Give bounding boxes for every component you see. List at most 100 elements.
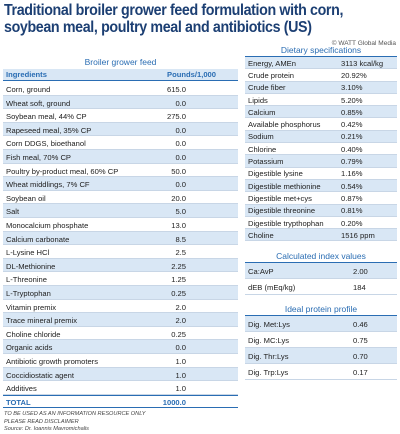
amount: 2.0 bbox=[175, 316, 186, 326]
amount: 50.0 bbox=[171, 166, 186, 176]
ingredient: Trace mineral premix bbox=[6, 316, 78, 326]
footnote: TO BE USED AS AN INFORMATION RESOURCE ON… bbox=[4, 411, 146, 417]
ingredient: Fish meal, 70% CP bbox=[6, 153, 71, 162]
label: Available phosphorus bbox=[248, 120, 321, 130]
table-row bbox=[3, 299, 238, 314]
table-row bbox=[3, 109, 238, 123]
header-row bbox=[3, 69, 238, 81]
section-title: Dietary specifications bbox=[280, 45, 362, 55]
value: 2.00 bbox=[353, 266, 368, 276]
rule bbox=[245, 315, 397, 316]
table-row bbox=[245, 348, 397, 364]
amount: 0.0 bbox=[175, 125, 186, 135]
section-title: Ideal protein profile bbox=[284, 304, 358, 314]
table-row bbox=[3, 122, 238, 137]
value: 0.40% bbox=[341, 144, 363, 154]
amount: 0.0 bbox=[175, 343, 186, 353]
table-row bbox=[245, 192, 397, 205]
section-title: Broiler grower feed bbox=[84, 57, 157, 67]
value: 3.10% bbox=[341, 83, 363, 93]
amount: 2.5 bbox=[175, 248, 186, 258]
ingredient: L-Lysine HCl bbox=[6, 248, 50, 258]
ingredient: Organic acids bbox=[6, 343, 53, 353]
label: Digestible threonine bbox=[248, 206, 316, 216]
table-row bbox=[245, 216, 397, 230]
amount: 13.0 bbox=[171, 221, 186, 230]
table-row bbox=[245, 364, 397, 380]
amount: 20.0 bbox=[171, 193, 186, 203]
amount: 5.0 bbox=[175, 207, 186, 217]
column-header: Pounds/1,000 bbox=[167, 70, 216, 79]
amount: 2.0 bbox=[175, 302, 186, 312]
table-row bbox=[3, 326, 238, 341]
table-row bbox=[3, 150, 238, 164]
table-row bbox=[3, 381, 238, 395]
amount: 1.0 bbox=[175, 357, 186, 366]
value: 0.20% bbox=[341, 218, 363, 228]
column-header: Ingredients bbox=[6, 70, 47, 79]
table-row bbox=[245, 279, 397, 295]
label: Dig. Trp:Lys bbox=[248, 367, 289, 377]
title: Traditional broiler grower feed formulat… bbox=[4, 2, 344, 36]
table-row bbox=[3, 95, 238, 110]
amount: 0.0 bbox=[175, 98, 186, 108]
label: Digestible methionine bbox=[248, 181, 321, 191]
value: 1.16% bbox=[341, 169, 363, 179]
table-row bbox=[245, 130, 397, 144]
ingredient: Additives bbox=[6, 384, 37, 394]
amount: 0.0 bbox=[175, 180, 186, 190]
value: 0.79% bbox=[341, 157, 363, 167]
table-row bbox=[3, 204, 238, 218]
footnote: PLEASE READ DISCLAIMER bbox=[4, 418, 79, 425]
amount: 0.0 bbox=[175, 139, 186, 149]
ingredient: Salt bbox=[6, 207, 20, 217]
table-row bbox=[3, 286, 238, 300]
value: 0.81% bbox=[341, 206, 363, 216]
value: 0.85% bbox=[341, 107, 363, 117]
value: 20.92% bbox=[341, 70, 367, 80]
label: Crude protein bbox=[248, 70, 295, 80]
table-row bbox=[245, 93, 397, 107]
ingredient: Vitamin premix bbox=[6, 302, 57, 312]
label: Digestible trypthophan bbox=[248, 218, 324, 228]
total-row bbox=[3, 394, 238, 408]
amount: 0.25 bbox=[171, 329, 186, 339]
value: 0.87% bbox=[341, 193, 363, 203]
label: Lipids bbox=[248, 95, 268, 105]
table-row bbox=[3, 231, 238, 246]
table-row bbox=[245, 204, 397, 217]
value: 0.17 bbox=[353, 367, 368, 377]
table-row bbox=[245, 167, 397, 180]
amount: 615.0 bbox=[166, 85, 186, 94]
ingredient: Corn, ground bbox=[6, 85, 51, 94]
table-row bbox=[3, 340, 238, 354]
value: 3113 kcal/kg bbox=[341, 58, 384, 68]
ingredient: Wheat soft, ground bbox=[6, 98, 71, 108]
table-row bbox=[245, 155, 397, 168]
label: Dig. Met:Lys bbox=[248, 319, 290, 329]
table-row bbox=[245, 229, 397, 242]
label: dEB (mEq/kg) bbox=[248, 282, 296, 292]
table-row bbox=[3, 82, 238, 96]
table-row bbox=[3, 272, 238, 286]
table-row bbox=[3, 258, 238, 273]
ingredient: Coccidiostatic agent bbox=[6, 370, 74, 380]
amount: 8.5 bbox=[175, 234, 186, 244]
table-row bbox=[245, 263, 397, 279]
ingredient: Rapeseed meal, 35% CP bbox=[6, 125, 92, 135]
ingredient: Monocalcium phosphate bbox=[6, 221, 89, 230]
amount: 0.25 bbox=[171, 289, 186, 298]
amount: 1.0 bbox=[175, 384, 186, 394]
table-row bbox=[3, 218, 238, 232]
label: Chlorine bbox=[248, 144, 277, 154]
table-row bbox=[245, 106, 397, 119]
ingredient: Soybean oil bbox=[6, 193, 46, 203]
ingredient: Choline chloride bbox=[6, 329, 61, 339]
table-row bbox=[3, 313, 238, 327]
table-row bbox=[245, 118, 397, 131]
amount: 1.0 bbox=[175, 370, 186, 380]
ingredient: Antibiotic growth promoters bbox=[6, 357, 99, 366]
label: Dig. Thr:Lys bbox=[248, 351, 289, 361]
ingredient: DL-Methionine bbox=[6, 261, 56, 271]
label: Calcium bbox=[248, 107, 276, 117]
